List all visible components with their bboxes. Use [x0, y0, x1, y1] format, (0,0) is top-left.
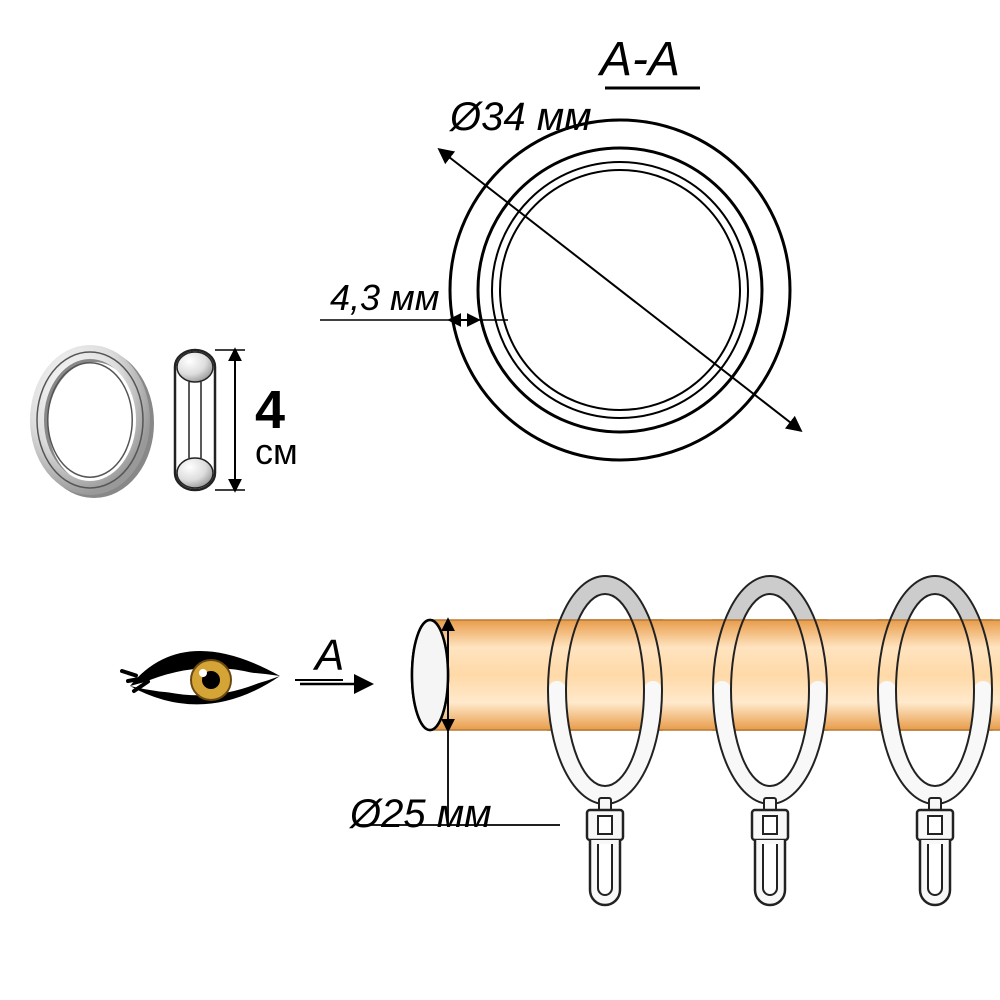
- eye-icon: [122, 651, 280, 704]
- side-profile: [175, 350, 245, 490]
- wall-thickness-label: 4,3 мм: [330, 277, 439, 318]
- rod-diameter-label: Ø25 мм: [348, 792, 492, 836]
- rod-ring: [547, 576, 663, 905]
- view-label: A: [312, 631, 344, 680]
- section-label: A-A: [597, 33, 680, 86]
- height-unit: см: [255, 431, 298, 472]
- small-ring-3d: [37, 352, 147, 491]
- outer-diameter-label: Ø34 мм: [448, 95, 592, 139]
- rod-ring: [877, 576, 993, 905]
- rod-ring: [712, 576, 828, 905]
- diameter-line: [440, 150, 800, 430]
